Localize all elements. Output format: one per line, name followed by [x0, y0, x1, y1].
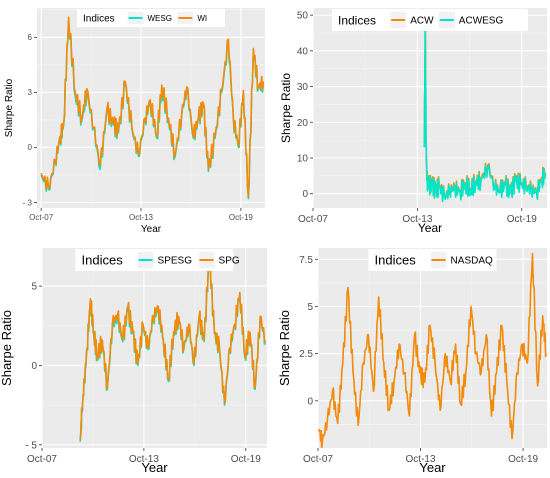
- y-tick-label: 7.5: [299, 255, 313, 266]
- x-axis-title: Year: [141, 460, 168, 475]
- series-group: [318, 252, 547, 448]
- legend-title: Indices: [83, 14, 115, 25]
- y-tick-label: 10: [297, 154, 309, 165]
- legend-label: ACW: [410, 16, 434, 27]
- legend-label: NASDAQ: [451, 256, 493, 267]
- series-line-acwesg: [423, 25, 547, 203]
- series-line-nasdaq: [318, 252, 547, 448]
- y-tick-label: 3: [28, 88, 33, 97]
- x-tick-label: Oct-19: [508, 454, 538, 465]
- series-group: [40, 16, 265, 200]
- y-tick-label: 20: [297, 118, 309, 129]
- x-tick-label: Oct-13: [129, 213, 154, 222]
- y-tick-label: 50: [297, 11, 309, 22]
- plot-background: [42, 248, 267, 448]
- legend-label: ACWESG: [459, 16, 504, 27]
- series-line-spesg: [79, 253, 267, 442]
- series-line-wi: [40, 16, 265, 198]
- y-tick-label: 6: [28, 33, 33, 42]
- plot-background: [313, 8, 547, 208]
- y-tick-label: 30: [297, 82, 309, 93]
- legend-box: [332, 9, 528, 31]
- y-tick-label: - 5: [25, 440, 37, 451]
- series-group: [79, 252, 267, 442]
- legend-title: Indices: [338, 13, 376, 27]
- x-tick-label: Oct-07: [27, 454, 57, 465]
- x-tick-label: Oct-07: [298, 214, 328, 225]
- x-tick-label: Oct-07: [303, 454, 333, 465]
- x-tick-label: Oct-13: [129, 454, 159, 465]
- y-axis-title: Sharpe Ratio: [277, 310, 292, 386]
- chart-panel-1: Oct-07 Oct-13 Oct-19 - 3 0 3 6 Indices WESG WI Yea…: [4, 8, 265, 235]
- y-tick-label: 0: [28, 143, 33, 152]
- y-axis-title: Sharpe Ratio: [4, 78, 15, 137]
- y-tick-label: 0: [307, 396, 313, 407]
- x-axis-title: Year: [418, 221, 442, 235]
- x-tick-label: Oct-13: [402, 214, 432, 225]
- chart-panel-3: Oct-07 Oct-13 Oct-19 - 5 0 5 Indices SPESG SPG Ye…: [0, 248, 267, 475]
- legend-title: Indices: [82, 253, 124, 268]
- legend-label: SPG: [219, 256, 240, 267]
- y-tick-label: - 3: [23, 198, 33, 207]
- x-tick-label: Oct-19: [507, 214, 537, 225]
- legend-title: Indices: [375, 253, 417, 268]
- x-tick-label: Oct-19: [229, 213, 254, 222]
- legend-box: [75, 249, 234, 271]
- legend-label: WI: [197, 14, 207, 23]
- x-tick-label: Oct-13: [406, 454, 436, 465]
- y-tick-label: 0: [302, 189, 308, 200]
- series-line-spg: [79, 252, 267, 441]
- x-tick-label: Oct-07: [29, 213, 54, 222]
- x-tick-label: Oct-19: [231, 454, 261, 465]
- chart-panel-2: Oct-07 Oct-13 Oct-19 0 10 20 30 40 50 Indices ACW A…: [279, 8, 547, 235]
- y-axis-title: Sharpe Ratio: [0, 310, 14, 386]
- y-tick-label: 0: [31, 361, 37, 372]
- y-tick-label: 5: [307, 302, 313, 313]
- x-axis-title: Year: [419, 460, 446, 475]
- y-tick-label: 40: [297, 46, 309, 57]
- y-axis-title: Sharpe Ratio: [279, 73, 293, 143]
- x-axis-title: Year: [141, 224, 162, 235]
- chart-panel-4: Oct-07 Oct-13 Oct-19 0 2.5 5 7.5 Indices NASDAQ Y…: [277, 248, 547, 475]
- series-group: [423, 21, 547, 203]
- y-tick-label: 2.5: [299, 349, 313, 360]
- legend-label: SPESG: [158, 256, 193, 267]
- legend-label: WESG: [148, 14, 172, 23]
- y-tick-label: 5: [31, 282, 37, 293]
